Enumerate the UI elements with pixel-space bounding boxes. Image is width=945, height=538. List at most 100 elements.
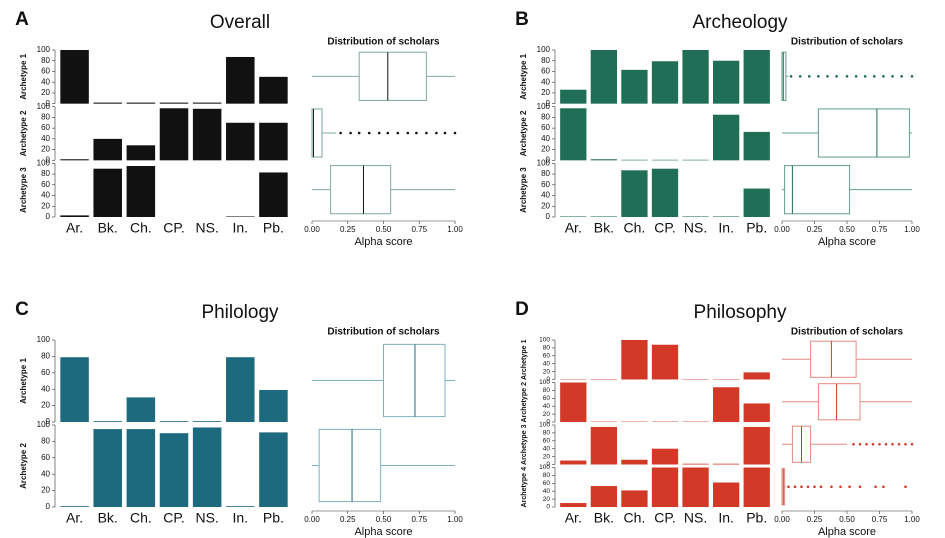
outlier xyxy=(900,75,903,78)
series-name: Archetype 1 xyxy=(519,53,528,99)
outlier xyxy=(425,131,428,135)
bar xyxy=(743,467,770,507)
y-tick-label: 80 xyxy=(41,113,50,122)
outlier xyxy=(897,442,901,446)
bar xyxy=(259,76,288,104)
bar xyxy=(743,403,770,422)
bar xyxy=(60,159,89,161)
bar xyxy=(743,131,770,161)
x-tick-label: Ar. xyxy=(565,220,582,236)
y-tick-label: 60 xyxy=(541,123,550,132)
y-tick-label: 100 xyxy=(37,45,51,54)
box xyxy=(318,428,382,503)
bar xyxy=(590,486,618,507)
bar xyxy=(621,69,648,104)
bar xyxy=(60,506,89,507)
panel-title: Philosophy xyxy=(694,302,787,323)
bar xyxy=(712,463,740,465)
bar xyxy=(226,56,255,104)
x-tick-label: 1.00 xyxy=(447,515,463,524)
outlier xyxy=(826,75,829,78)
bar xyxy=(60,50,89,104)
bar xyxy=(590,216,618,217)
bar xyxy=(682,216,709,217)
bar xyxy=(259,390,288,422)
y-tick-label: 40 xyxy=(41,134,50,143)
series-name: Archetype 1 xyxy=(19,53,28,99)
bar xyxy=(621,340,648,380)
y-tick-label: 40 xyxy=(41,384,50,393)
outlier xyxy=(873,75,876,78)
y-tick-label: 20 xyxy=(543,453,551,460)
y-tick-label: 80 xyxy=(543,387,551,394)
y-tick-label: 20 xyxy=(543,368,551,375)
box xyxy=(784,165,851,215)
bar xyxy=(226,122,255,161)
x-tick-label: 1.00 xyxy=(904,515,920,524)
bar xyxy=(192,421,222,422)
bar xyxy=(259,432,288,507)
x-tick-label: 0.75 xyxy=(411,225,427,234)
outlier xyxy=(787,485,790,489)
outlier xyxy=(396,131,400,135)
series-name: Archetype 3 xyxy=(519,167,528,213)
bar xyxy=(743,188,770,217)
x-tick-label: 0.00 xyxy=(774,225,790,234)
y-tick-label: 100 xyxy=(539,337,550,344)
series-name: Archetype 2 xyxy=(19,443,28,489)
series-name: Archetype 1 xyxy=(520,339,528,380)
y-tick-label: 100 xyxy=(539,379,550,386)
box xyxy=(817,383,861,421)
y-tick-label: 0 xyxy=(546,212,551,221)
outlier xyxy=(793,485,797,489)
y-tick-label: 60 xyxy=(543,353,551,360)
y-tick-label: 100 xyxy=(37,158,51,167)
y-tick-label: 20 xyxy=(543,411,551,418)
y-tick-label: 40 xyxy=(543,360,551,367)
bar xyxy=(590,50,618,104)
x-tick-label: Pb. xyxy=(263,220,284,236)
series-name: Archetype 2 xyxy=(519,110,528,156)
y-tick-label: 60 xyxy=(41,368,50,377)
x-tick-label: 0.75 xyxy=(872,225,888,234)
bar xyxy=(560,216,587,217)
bar xyxy=(621,459,648,465)
outlier xyxy=(386,131,390,135)
bar xyxy=(682,50,709,104)
y-tick-label: 40 xyxy=(543,488,551,495)
bar xyxy=(126,429,156,507)
outlier xyxy=(830,485,833,489)
x-tick-label: CP. xyxy=(654,220,676,236)
x-tick-label: 1.00 xyxy=(447,225,463,234)
outlier xyxy=(798,75,802,78)
box xyxy=(817,108,910,158)
bar xyxy=(93,102,122,104)
bar xyxy=(712,60,740,104)
outlier xyxy=(910,442,914,446)
y-tick-label: 20 xyxy=(541,88,550,97)
bar xyxy=(621,490,648,507)
y-tick-label: 100 xyxy=(37,102,51,111)
x-tick-label: In. xyxy=(232,510,248,526)
y-tick-label: 0 xyxy=(546,155,551,164)
bar xyxy=(651,168,679,217)
x-tick-label: Bk. xyxy=(594,510,614,526)
x-tick-label: Ch. xyxy=(130,510,152,526)
x-tick-label: Pb. xyxy=(263,510,284,526)
x-tick-label: 1.00 xyxy=(904,225,920,234)
series-name: Archetype 3 xyxy=(19,167,28,213)
bar xyxy=(192,102,222,104)
bar xyxy=(651,61,679,104)
bar xyxy=(259,172,288,217)
bar xyxy=(712,387,740,422)
bar xyxy=(60,357,89,422)
bar xyxy=(226,357,255,422)
y-tick-label: 100 xyxy=(537,45,551,54)
bar xyxy=(590,426,618,465)
x-tick-label: 0.25 xyxy=(340,225,356,234)
outlier xyxy=(349,131,352,135)
x-tick-label: 0.75 xyxy=(411,515,427,524)
bar xyxy=(126,166,156,217)
x-tick-label: Pb. xyxy=(746,510,767,526)
